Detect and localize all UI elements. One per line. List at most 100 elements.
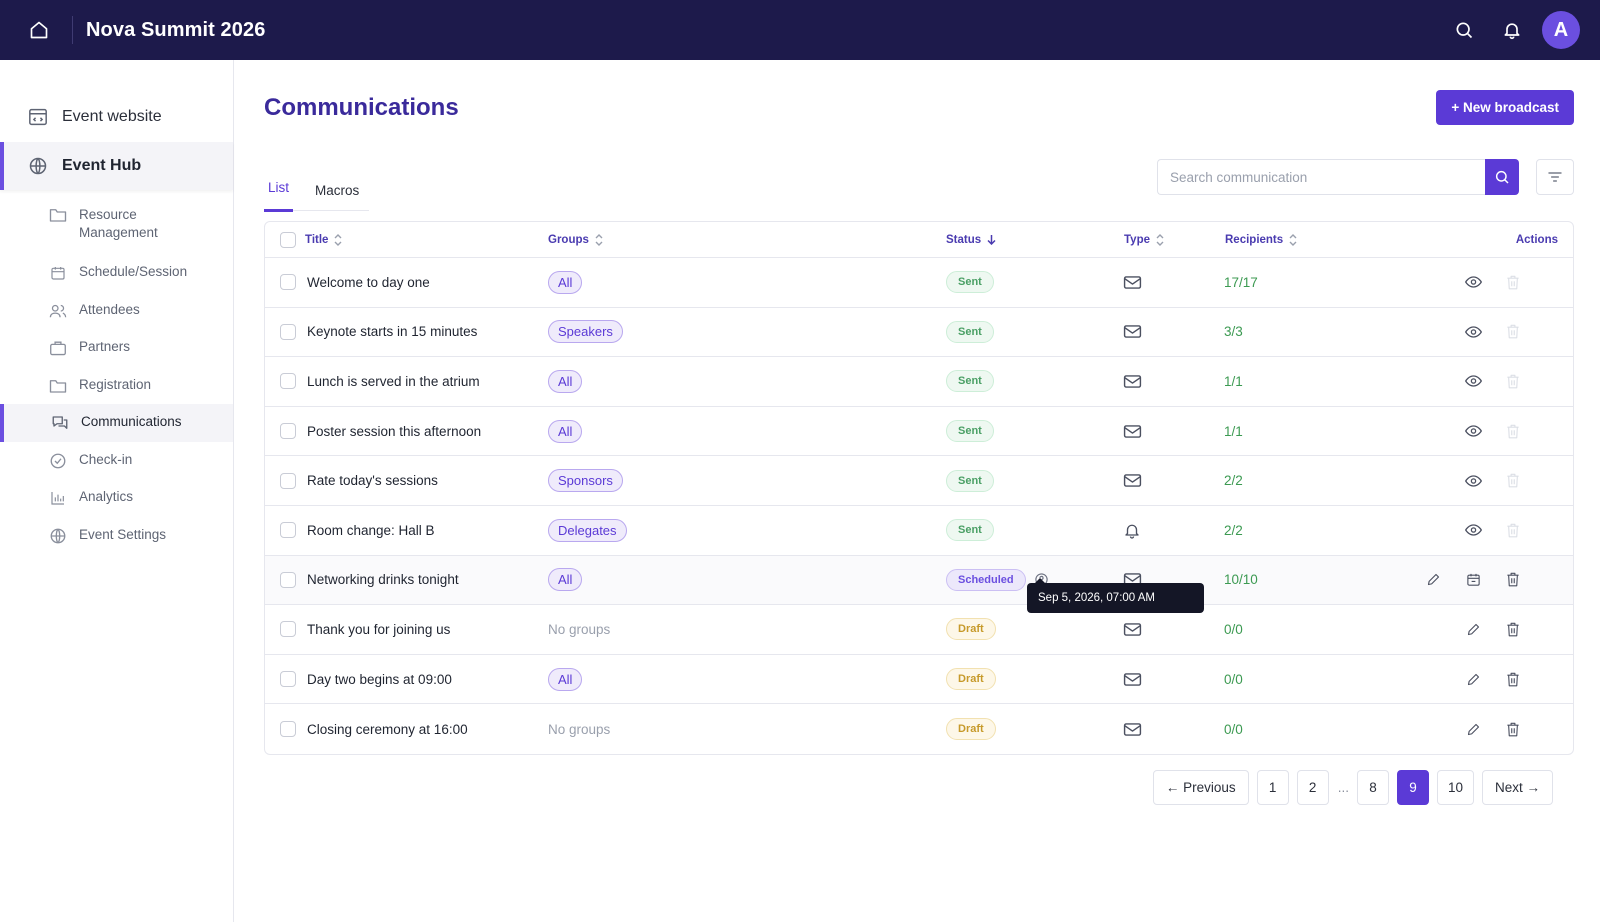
row-checkbox[interactable] — [280, 472, 296, 489]
row-checkbox[interactable] — [280, 621, 296, 638]
search-input[interactable] — [1157, 159, 1485, 195]
table-row[interactable]: Lunch is served in the atrium All Sent 1/1 — [265, 357, 1573, 407]
view-eye-icon[interactable] — [1461, 506, 1485, 555]
table-row[interactable]: Room change: Hall B Delegates Sent 2/2 — [265, 506, 1573, 556]
sidebar-item-event-website[interactable]: Event website — [0, 94, 233, 140]
sidebar-item-registration[interactable]: Registration — [0, 367, 233, 405]
row-recipients-cell: 2/2 — [1224, 456, 1243, 505]
trash-icon[interactable] — [1501, 605, 1525, 654]
trash-icon[interactable] — [1501, 556, 1525, 605]
sort-icon[interactable] — [334, 233, 342, 246]
row-title[interactable]: Lunch is served in the atrium — [307, 373, 480, 389]
website-icon — [27, 106, 49, 128]
previous-page-button[interactable]: ← Previous — [1152, 770, 1249, 805]
row-checkbox[interactable] — [280, 721, 296, 738]
tab-macros[interactable]: Macros — [315, 182, 360, 198]
row-recipients-cell: 10/10 — [1224, 556, 1258, 605]
trash-icon[interactable] — [1501, 704, 1525, 754]
header-status[interactable]: Status — [946, 234, 996, 246]
mail-icon — [1123, 473, 1142, 488]
next-page-button[interactable]: Next → — [1481, 770, 1553, 805]
row-checkbox[interactable] — [280, 671, 296, 688]
table-row[interactable]: Thank you for joining us No groups Draft 0/… — [265, 605, 1573, 655]
edit-pencil-icon[interactable] — [1461, 655, 1485, 704]
table-row[interactable]: Day two begins at 09:00 All Draft 0/0 — [265, 655, 1573, 705]
row-type-cell — [1123, 605, 1142, 654]
sidebar-item-label: Attendees — [79, 301, 140, 317]
page-button-9[interactable]: 9 — [1396, 770, 1429, 805]
row-recipients-cell: 2/2 — [1224, 506, 1243, 555]
table-row[interactable]: Keynote starts in 15 minutes Speakers Sent… — [265, 308, 1573, 358]
header-title[interactable]: Title — [305, 233, 329, 246]
table-row[interactable]: Networking drinks tonight All Scheduled 10/… — [265, 555, 1573, 606]
filter-button[interactable] — [1536, 159, 1574, 195]
search-bar — [1157, 159, 1519, 195]
row-checkbox[interactable] — [280, 323, 296, 340]
header-recipients[interactable]: Recipients — [1225, 234, 1297, 246]
row-title[interactable]: Day two begins at 09:00 — [307, 671, 452, 687]
page-button-2[interactable]: 2 — [1296, 770, 1329, 805]
tab-list[interactable]: List — [264, 166, 294, 212]
header-type[interactable]: Type — [1124, 234, 1164, 246]
group-badge: Delegates — [548, 518, 627, 542]
sidebar-item-resource-management[interactable]: Resource Management — [0, 198, 233, 254]
view-eye-icon[interactable] — [1461, 357, 1485, 406]
row-checkbox[interactable] — [280, 571, 296, 588]
mail-icon — [1123, 622, 1142, 637]
page-button-1[interactable]: 1 — [1256, 770, 1289, 805]
status-badge: Scheduled — [946, 568, 1026, 591]
avatar[interactable]: A — [1542, 11, 1580, 49]
sidebar-item-schedule[interactable]: Schedule/Session — [0, 254, 233, 292]
sidebar-item-partners[interactable]: Partners — [0, 329, 233, 367]
row-title[interactable]: Poster session this afternoon — [307, 423, 482, 439]
row-title[interactable]: Closing ceremony at 16:00 — [307, 721, 468, 737]
sidebar-item-label: Check-in — [79, 451, 133, 467]
row-checkbox[interactable] — [280, 423, 296, 440]
row-title[interactable]: Welcome to day one — [307, 274, 430, 290]
table-row[interactable]: Poster session this afternoon All Sent 1/1 — [265, 407, 1573, 457]
sidebar-item-communications[interactable]: Communications — [0, 404, 233, 442]
view-eye-icon[interactable] — [1461, 456, 1485, 505]
row-title[interactable]: Networking drinks tonight — [307, 572, 459, 588]
view-eye-icon[interactable] — [1461, 258, 1485, 307]
row-checkbox[interactable] — [280, 274, 296, 291]
status-badge: Sent — [946, 469, 994, 492]
table-row[interactable]: Closing ceremony at 16:00 No groups Draft 0… — [265, 704, 1573, 754]
row-checkbox[interactable] — [280, 522, 296, 539]
home-button[interactable] — [20, 11, 58, 49]
row-title[interactable]: Thank you for joining us — [307, 621, 451, 637]
row-status-cell: Sent — [946, 407, 994, 456]
group-badge: All — [548, 667, 583, 691]
search-button[interactable] — [1446, 12, 1482, 48]
select-all-header: Title — [280, 231, 342, 248]
row-title[interactable]: Keynote starts in 15 minutes — [307, 324, 478, 340]
sidebar-item-event-settings[interactable]: Event Settings — [0, 517, 233, 555]
page-button-8[interactable]: 8 — [1356, 770, 1389, 805]
sidebar-item-attendees[interactable]: Attendees — [0, 292, 233, 330]
edit-pencil-icon[interactable] — [1421, 556, 1445, 605]
notifications-button[interactable] — [1494, 12, 1530, 48]
select-all-checkbox[interactable] — [280, 231, 296, 248]
row-title[interactable]: Room change: Hall B — [307, 522, 435, 538]
row-status-cell: Sent — [946, 456, 994, 505]
table-row[interactable]: Welcome to day one All Sent 17/17 — [265, 258, 1573, 308]
trash-icon[interactable] — [1501, 655, 1525, 704]
view-eye-icon[interactable] — [1461, 407, 1485, 456]
search-submit-button[interactable] — [1485, 159, 1519, 195]
row-recipients-cell: 17/17 — [1224, 258, 1258, 307]
sidebar-item-check-in[interactable]: Check-in — [0, 442, 233, 480]
sidebar-item-event-hub[interactable]: Event Hub — [0, 142, 233, 190]
sidebar: Event website Event Hub Resource Managem… — [0, 60, 234, 922]
new-broadcast-button[interactable]: + New broadcast — [1436, 90, 1574, 125]
edit-pencil-icon[interactable] — [1461, 605, 1485, 654]
sidebar-item-analytics[interactable]: Analytics — [0, 479, 233, 517]
page-button-10[interactable]: 10 — [1436, 770, 1474, 805]
header-groups[interactable]: Groups — [548, 234, 603, 246]
view-eye-icon[interactable] — [1461, 308, 1485, 357]
row-title[interactable]: Rate today's sessions — [307, 473, 438, 489]
mail-icon — [1123, 672, 1142, 687]
row-checkbox[interactable] — [280, 373, 296, 390]
edit-pencil-icon[interactable] — [1461, 704, 1485, 754]
calendar-icon[interactable] — [1461, 556, 1485, 605]
table-row[interactable]: Rate today's sessions Sponsors Sent 2/2 — [265, 456, 1573, 506]
